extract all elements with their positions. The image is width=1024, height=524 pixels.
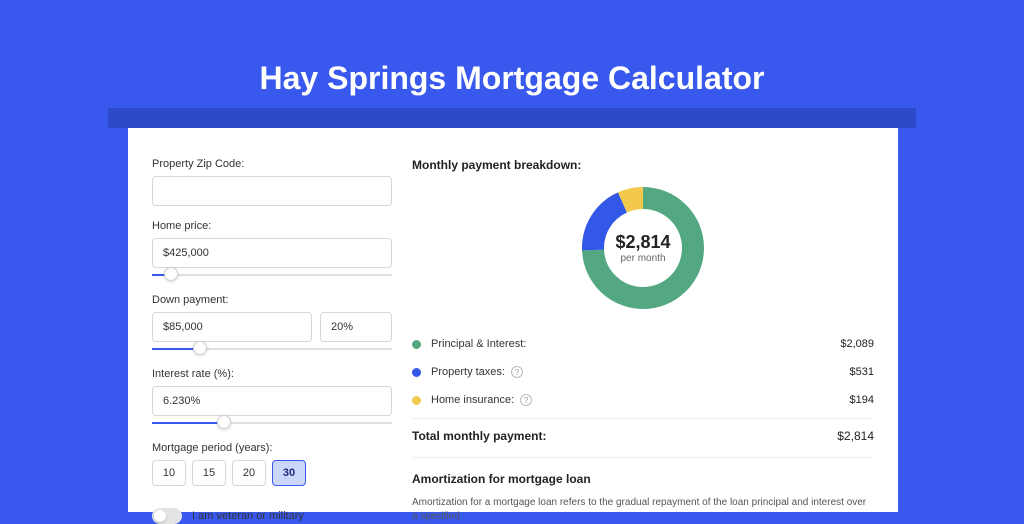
- interest-slider[interactable]: [152, 418, 392, 428]
- donut-sub: per month: [620, 253, 665, 264]
- period-button-20[interactable]: 20: [232, 460, 266, 486]
- home-price-field: Home price:: [152, 220, 392, 280]
- period-button-30[interactable]: 30: [272, 460, 306, 486]
- down-payment-field: Down payment:: [152, 294, 392, 354]
- donut-chart: $2,814 per month: [579, 184, 707, 312]
- legend-value: $2,089: [840, 338, 874, 350]
- donut-center: $2,814 per month: [579, 184, 707, 312]
- veteran-toggle[interactable]: [152, 508, 182, 524]
- legend-value: $531: [850, 366, 874, 378]
- period-button-10[interactable]: 10: [152, 460, 186, 486]
- form-panel: Property Zip Code: Home price: Down paym…: [152, 158, 392, 512]
- legend-dot: [412, 340, 421, 349]
- slider-thumb[interactable]: [193, 341, 207, 355]
- interest-input[interactable]: [152, 386, 392, 416]
- period-buttons: 10152030: [152, 460, 392, 486]
- down-payment-label: Down payment:: [152, 294, 392, 306]
- legend: Principal & Interest:$2,089Property taxe…: [412, 330, 874, 414]
- zip-input[interactable]: [152, 176, 392, 206]
- home-price-slider[interactable]: [152, 270, 392, 280]
- amortization-body: Amortization for a mortgage loan refers …: [412, 496, 874, 524]
- total-label: Total monthly payment:: [412, 429, 837, 443]
- legend-row: Property taxes:?$531: [412, 358, 874, 386]
- period-field: Mortgage period (years): 10152030: [152, 442, 392, 486]
- donut-wrap: $2,814 per month: [412, 184, 874, 312]
- legend-label: Property taxes:?: [431, 366, 850, 378]
- home-price-label: Home price:: [152, 220, 392, 232]
- period-label: Mortgage period (years):: [152, 442, 392, 454]
- home-price-input[interactable]: [152, 238, 392, 268]
- legend-row: Principal & Interest:$2,089: [412, 330, 874, 358]
- info-icon[interactable]: ?: [520, 394, 532, 406]
- slider-track: [152, 274, 392, 276]
- period-button-15[interactable]: 15: [192, 460, 226, 486]
- zip-field: Property Zip Code:: [152, 158, 392, 206]
- legend-row: Home insurance:?$194: [412, 386, 874, 414]
- donut-amount: $2,814: [615, 232, 670, 253]
- total-value: $2,814: [837, 429, 874, 443]
- calculator-card: Property Zip Code: Home price: Down paym…: [128, 128, 898, 512]
- down-payment-percent-input[interactable]: [320, 312, 392, 342]
- total-row: Total monthly payment: $2,814: [412, 418, 874, 457]
- interest-field: Interest rate (%):: [152, 368, 392, 428]
- header-shadow: [108, 108, 916, 128]
- legend-label: Home insurance:?: [431, 394, 850, 406]
- legend-dot: [412, 368, 421, 377]
- legend-label: Principal & Interest:: [431, 338, 840, 350]
- slider-thumb[interactable]: [164, 267, 178, 281]
- veteran-row: I am veteran or military: [152, 508, 392, 524]
- amortization-title: Amortization for mortgage loan: [412, 457, 874, 486]
- slider-fill: [152, 422, 224, 424]
- legend-value: $194: [850, 394, 874, 406]
- zip-label: Property Zip Code:: [152, 158, 392, 170]
- legend-dot: [412, 396, 421, 405]
- breakdown-panel: Monthly payment breakdown: $2,814 per mo…: [412, 158, 874, 512]
- page-title: Hay Springs Mortgage Calculator: [0, 0, 1024, 117]
- down-payment-amount-input[interactable]: [152, 312, 312, 342]
- slider-thumb[interactable]: [217, 415, 231, 429]
- breakdown-title: Monthly payment breakdown:: [412, 158, 874, 172]
- info-icon[interactable]: ?: [511, 366, 523, 378]
- interest-label: Interest rate (%):: [152, 368, 392, 380]
- down-payment-slider[interactable]: [152, 344, 392, 354]
